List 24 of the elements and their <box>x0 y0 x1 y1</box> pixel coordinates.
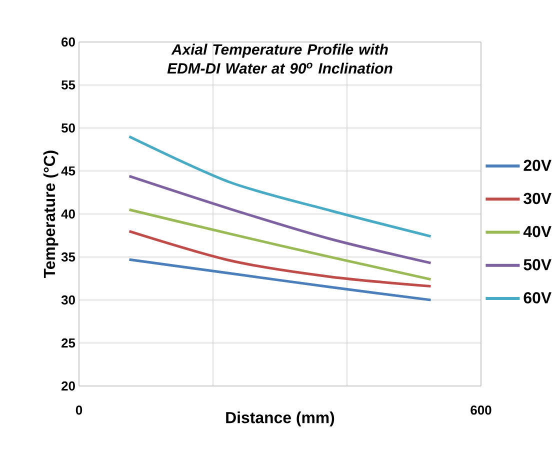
y-tick-label: 50 <box>61 123 75 133</box>
y-axis-title: Temperature (°C) <box>43 150 58 278</box>
y-tick-label: 45 <box>61 166 76 176</box>
x-tick-label: 0 <box>76 406 82 415</box>
line-series <box>128 258 432 302</box>
y-tick-label: 20 <box>62 381 75 391</box>
y-tick-label: 55 <box>61 80 76 90</box>
y-tick-label: 60 <box>62 37 75 47</box>
legend-label: 60V <box>524 292 552 304</box>
line-series <box>128 208 432 281</box>
legend-label: 20V <box>524 160 552 171</box>
line-series <box>128 230 432 288</box>
line-series <box>128 174 432 264</box>
legend-label: 50V <box>524 259 552 270</box>
y-tick-label: 35 <box>61 252 76 262</box>
y-tick-label: 40 <box>61 209 75 219</box>
legend-label: 40V <box>523 226 552 238</box>
x-tick-label: 600 <box>470 406 492 415</box>
chart-title: Axial Temperature Profile with EDM-DI Water at 90$^{o}$ Inclination <box>167 44 392 74</box>
legend-label: 30V <box>524 192 552 204</box>
y-tick-label: 30 <box>61 295 75 305</box>
x-axis-title: Distance (mm) <box>226 412 334 426</box>
line-series <box>128 135 432 238</box>
y-tick-label: 25 <box>62 338 76 348</box>
